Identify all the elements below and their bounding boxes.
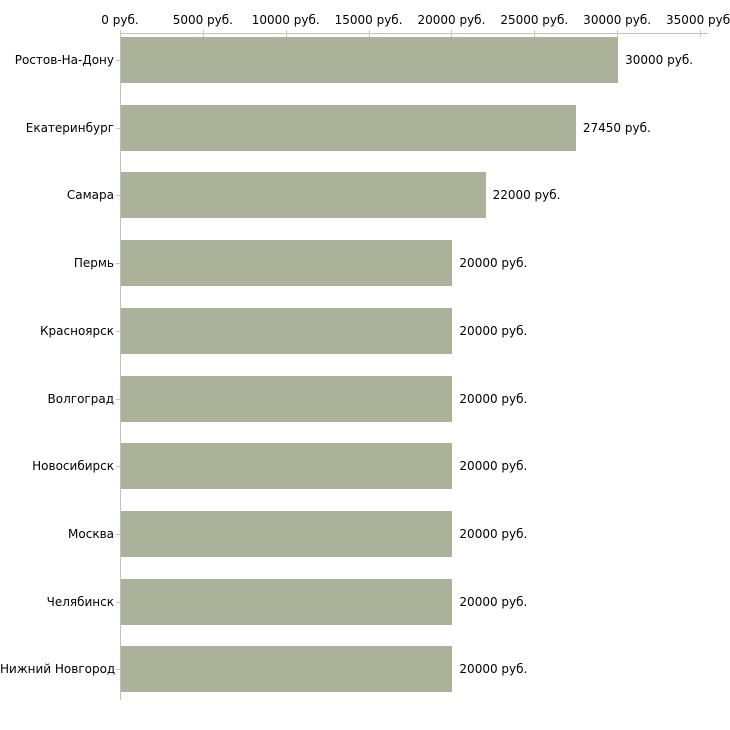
category-label: Москва <box>68 526 114 541</box>
category-label: Екатеринбург <box>25 120 114 135</box>
category-label: Ростов-На-Дону <box>14 53 114 67</box>
category-label: Новосибирск <box>32 459 114 474</box>
category-tick-mark <box>116 399 120 400</box>
x-tick-label: 20000 руб. <box>417 13 486 27</box>
x-tick-mark <box>120 30 121 37</box>
bar <box>121 578 453 625</box>
category-label: Нижний Новгород <box>0 662 116 677</box>
category-label: Самара <box>66 188 114 203</box>
x-tick-label: 10000 руб. <box>251 13 320 27</box>
x-tick-mark <box>700 30 701 37</box>
x-tick-label: 15000 руб. <box>334 13 403 27</box>
x-tick-label: 0 руб. <box>101 13 139 27</box>
bar <box>121 37 619 83</box>
value-label: 20000 руб. <box>459 594 528 609</box>
bar <box>121 375 453 422</box>
category-label: Красноярск <box>40 323 114 338</box>
value-label: 20000 руб. <box>459 256 528 271</box>
bar <box>121 307 453 354</box>
y-axis-line <box>120 33 121 700</box>
value-label: 20000 руб. <box>459 323 528 338</box>
value-label: 20000 руб. <box>459 526 528 541</box>
value-label: 20000 руб. <box>459 391 528 406</box>
category-tick-mark <box>116 128 120 129</box>
category-tick-mark <box>116 331 120 332</box>
category-label: Волгоград <box>47 391 114 406</box>
category-label: Пермь <box>73 256 114 271</box>
value-label: 22000 руб. <box>492 188 561 203</box>
value-label: 27450 руб. <box>582 120 651 135</box>
category-tick-mark <box>116 669 120 670</box>
x-tick-mark <box>202 30 204 37</box>
x-tick-mark <box>534 30 536 37</box>
x-axis-line <box>120 33 708 34</box>
category-tick-mark <box>116 60 120 61</box>
bar <box>121 172 486 219</box>
bar <box>121 510 453 557</box>
category-tick-mark <box>116 263 120 264</box>
x-tick-label: 25000 руб. <box>500 13 569 27</box>
bar <box>121 646 453 693</box>
value-label: 20000 руб. <box>459 459 528 474</box>
category-label: Челябинск <box>46 594 114 609</box>
x-tick-mark <box>617 30 619 37</box>
bar <box>121 240 453 287</box>
bar <box>121 104 576 151</box>
x-tick-label: 30000 руб. <box>583 13 652 27</box>
x-tick-mark <box>451 30 453 37</box>
bar <box>121 443 453 490</box>
x-tick-label: 35000 руб. <box>666 13 730 27</box>
category-tick-mark <box>116 602 120 603</box>
category-tick-mark <box>116 466 120 467</box>
category-tick-mark <box>116 195 120 196</box>
x-tick-mark <box>368 30 370 37</box>
category-tick-mark <box>116 534 120 535</box>
x-tick-mark <box>285 30 287 37</box>
value-label: 20000 руб. <box>459 662 528 677</box>
x-tick-label: 5000 руб. <box>172 13 233 27</box>
value-label: 30000 руб. <box>625 53 694 67</box>
